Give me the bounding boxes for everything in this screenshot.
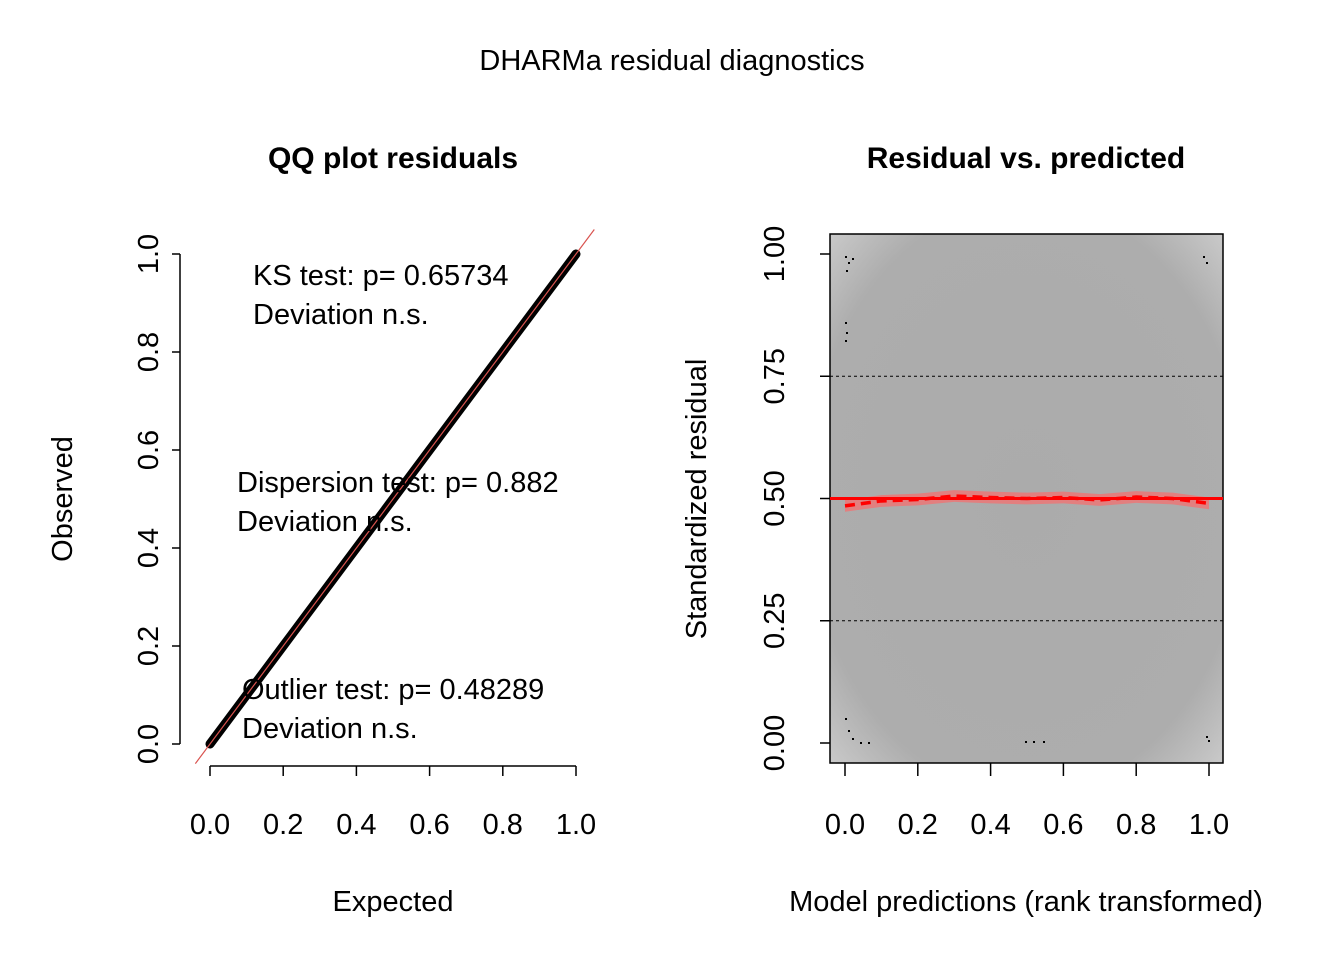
residual-y-tick-label: 0.25: [759, 593, 791, 649]
residual-x-ticks: 0.0 0.2 0.4 0.6 0.8 1.0: [825, 763, 1229, 841]
residual-y-tick-label: 0.75: [759, 348, 791, 404]
qq-reference-line: [194, 229, 595, 764]
qq-y-tick-label: 0.4: [133, 528, 165, 568]
residual-ylabel: Standardized residual: [681, 359, 713, 640]
residual-y-tick-label: 0.50: [759, 470, 791, 526]
residual-confidence-band: [845, 490, 1209, 512]
dispersion-test-label: Dispersion test: p= 0.882: [237, 467, 559, 499]
residual-x-tick-label: 0.4: [970, 809, 1010, 841]
ks-deviation-label: Deviation n.s.: [253, 299, 429, 331]
dispersion-deviation-label: Deviation n.s.: [237, 506, 413, 538]
residual-y-tick-label: 1.00: [759, 226, 791, 282]
qq-y-ticks: 0.0 0.2 0.4 0.6 0.8 1.0: [133, 234, 180, 764]
qq-y-tick-label: 1.0: [133, 234, 165, 274]
figure-title: DHARMa residual diagnostics: [479, 45, 864, 77]
qq-panel: QQ plot residuals 0.0 0.2 0.4 0.6 0.8 1.0 0.0…: [47, 142, 596, 918]
qq-ylabel: Observed: [47, 436, 79, 562]
residual-x-tick-label: 0.0: [825, 809, 865, 841]
qq-y-tick-label: 0.2: [133, 626, 165, 666]
qq-y-tick-label: 0.0: [133, 724, 165, 764]
qq-y-tick-label: 0.8: [133, 332, 165, 372]
qq-x-tick-label: 0.0: [190, 809, 230, 841]
residual-x-tick-label: 1.0: [1189, 809, 1229, 841]
residual-title: Residual vs. predicted: [867, 142, 1185, 175]
qq-x-ticks: 0.0 0.2 0.4 0.6 0.8 1.0: [190, 766, 596, 841]
residual-x-tick-label: 0.8: [1116, 809, 1156, 841]
residual-panel: Residual vs. predicted 0.00 0.25 0.50 0.75 1…: [681, 142, 1263, 918]
residual-marks: [830, 375, 1223, 622]
qq-x-tick-label: 0.6: [409, 809, 449, 841]
qq-title: QQ plot residuals: [268, 142, 518, 175]
qq-x-tick-label: 1.0: [556, 809, 596, 841]
qq-xlabel: Expected: [333, 886, 454, 918]
qq-y-tick-label: 0.6: [133, 430, 165, 470]
residual-x-tick-label: 0.6: [1043, 809, 1083, 841]
outlier-deviation-label: Deviation n.s.: [242, 713, 418, 745]
outlier-test-label: Outlier test: p= 0.48289: [242, 674, 544, 706]
residual-y-tick-label: 0.00: [759, 715, 791, 771]
residual-x-tick-label: 0.2: [898, 809, 938, 841]
qq-x-tick-label: 0.2: [263, 809, 303, 841]
residual-y-ticks: 0.00 0.25 0.50 0.75 1.00: [759, 226, 830, 771]
qq-x-tick-label: 0.4: [336, 809, 376, 841]
qq-marks: [194, 229, 595, 764]
qq-x-tick-label: 0.8: [483, 809, 523, 841]
residual-outlier-points: [845, 256, 1210, 744]
residual-xlabel: Model predictions (rank transformed): [789, 886, 1263, 918]
ks-test-label: KS test: p= 0.65734: [253, 260, 509, 292]
